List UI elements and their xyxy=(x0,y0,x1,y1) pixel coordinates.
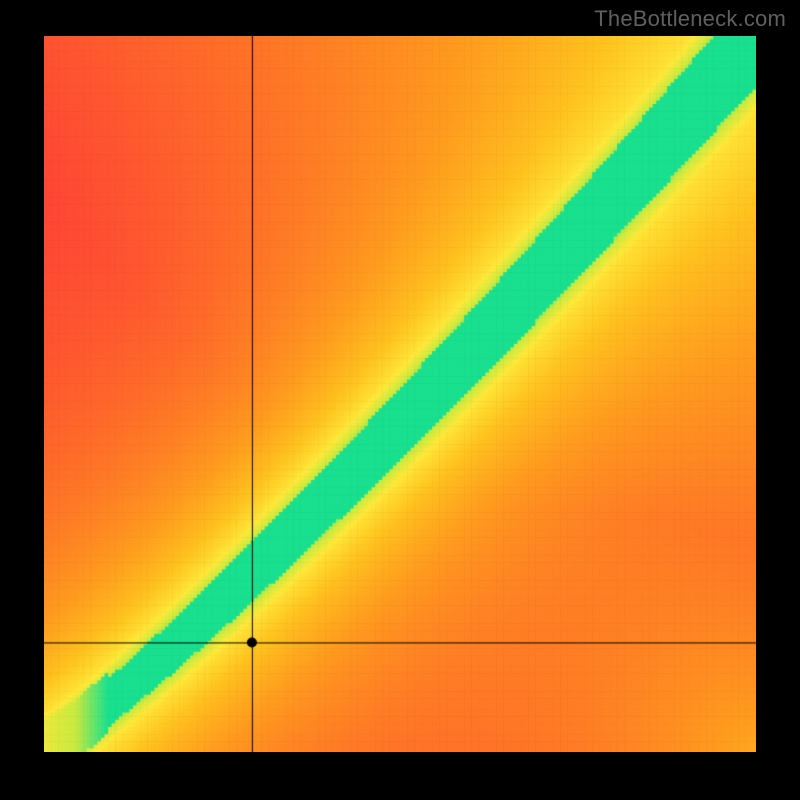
chart-frame: TheBottleneck.com xyxy=(0,0,800,800)
watermark-text: TheBottleneck.com xyxy=(594,6,786,32)
plot-area xyxy=(44,36,756,752)
heatmap-canvas xyxy=(44,36,756,752)
